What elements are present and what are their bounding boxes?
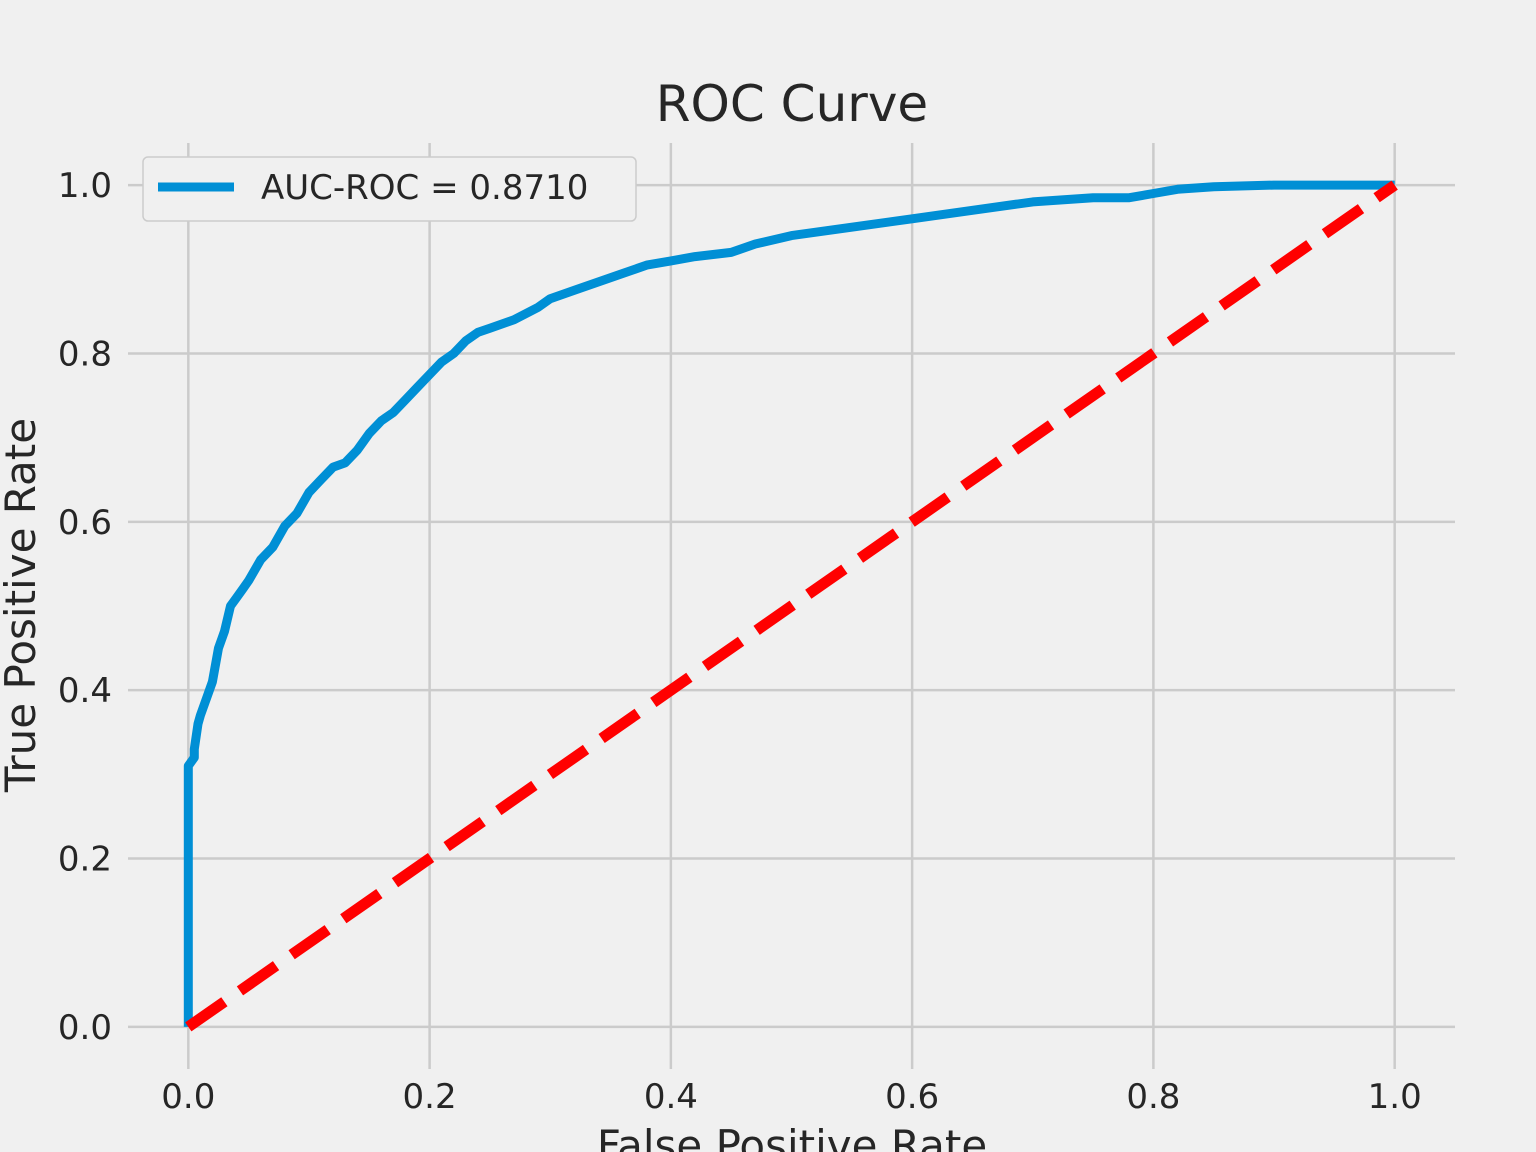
y-axis-label: True Positive Rate (0, 418, 45, 793)
series-layer (183, 180, 1398, 1032)
chart-title: ROC Curve (656, 75, 928, 133)
x-tick-label: 0.8 (1126, 1077, 1180, 1117)
y-tick-label: 1.0 (58, 166, 112, 206)
chance-diagonal-line (185, 180, 1398, 1032)
y-tick-labels: 0.0 0.2 0.4 0.6 0.8 1.0 (58, 166, 112, 1048)
x-tick-label: 0.2 (403, 1077, 457, 1117)
y-tick-label: 0.0 (58, 1008, 112, 1048)
y-tick-label: 0.6 (58, 503, 112, 543)
legend: AUC-ROC = 0.8710 (142, 156, 637, 222)
y-tick-label: 0.2 (58, 840, 112, 880)
x-axis-label: False Positive Rate (597, 1121, 987, 1152)
x-tick-labels: 0.0 0.2 0.4 0.6 0.8 1.0 (161, 1077, 1421, 1117)
grid (128, 143, 1455, 1069)
roc-curve-line (183, 180, 1395, 1027)
x-tick-label: 0.4 (644, 1077, 698, 1117)
legend-box (142, 156, 637, 222)
y-tick-label: 0.8 (58, 334, 112, 374)
y-tick-label: 0.4 (58, 671, 112, 711)
legend-label: AUC-ROC = 0.8710 (261, 168, 588, 208)
x-tick-label: 0.0 (161, 1077, 215, 1117)
x-tick-label: 1.0 (1368, 1077, 1422, 1117)
x-tick-label: 0.6 (885, 1077, 939, 1117)
